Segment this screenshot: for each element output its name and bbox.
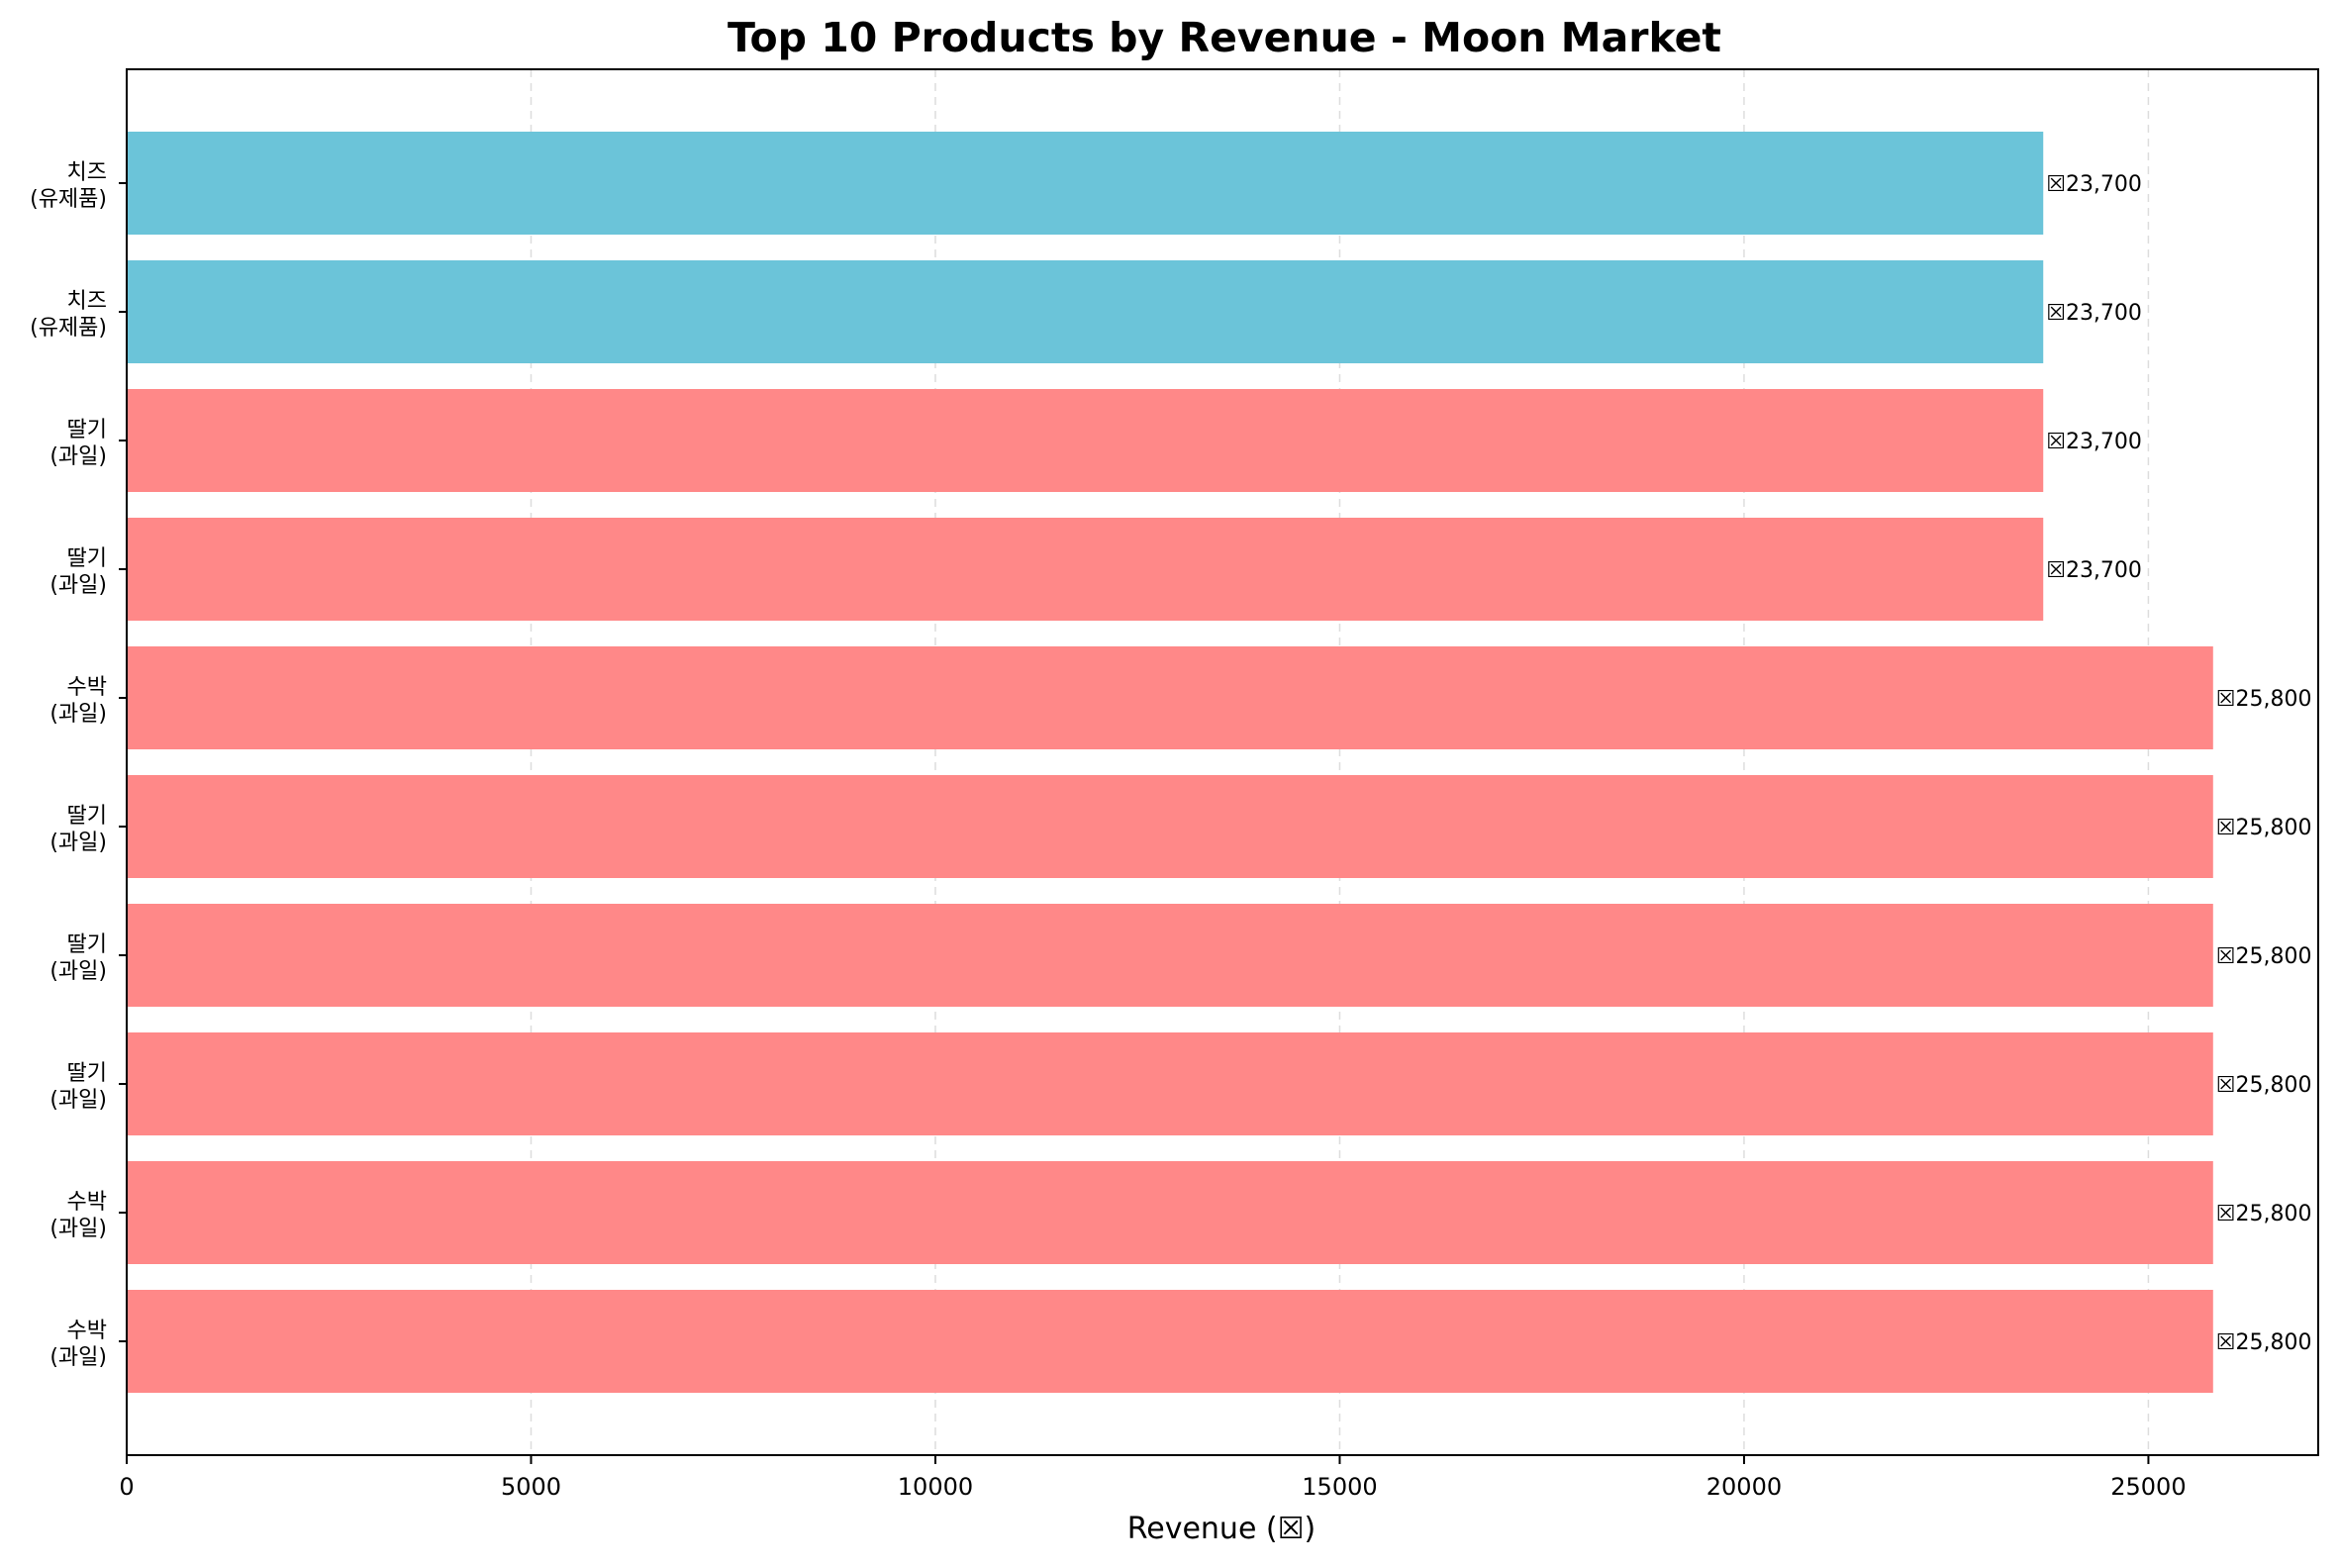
y-tick-label: 딸기 (67, 546, 107, 571)
y-tick-label-sub: (과일) (49, 444, 107, 469)
y-tick-label: 수박 (67, 1319, 107, 1343)
bar (127, 1032, 2213, 1135)
bar-value-label: ☒23,700 (2046, 558, 2142, 583)
bar-value-label: ☒25,800 (2216, 1330, 2312, 1355)
y-tick-label-sub: (과일) (49, 702, 107, 727)
bar-value-label: ☒25,800 (2216, 1202, 2312, 1226)
x-tick-label: 5000 (501, 1473, 561, 1501)
y-tick-label: 수박 (67, 675, 107, 700)
bar-value-label: ☒25,800 (2216, 687, 2312, 712)
y-tick-label-sub: (과일) (49, 831, 107, 855)
bar (127, 1161, 2213, 1264)
chart-title: Top 10 Products by Revenue - Moon Market (728, 14, 1721, 61)
bar (127, 389, 2044, 492)
bar-value-label: ☒25,800 (2216, 1073, 2312, 1098)
y-tick-label: 딸기 (67, 932, 107, 957)
x-tick-label: 0 (119, 1473, 134, 1501)
y-tick-label-sub: (과일) (49, 573, 107, 598)
bar (127, 904, 2213, 1007)
bar (127, 518, 2044, 621)
plot-frame (126, 68, 2319, 1456)
bars-layer (127, 132, 2213, 1393)
y-tick-label-sub: (유제품) (30, 187, 107, 212)
x-axis-label: Revenue (☒) (1127, 1512, 1316, 1546)
x-tick-label: 25000 (2110, 1473, 2186, 1501)
y-tick-label-sub: (과일) (49, 1088, 107, 1113)
y-tick-label: 딸기 (67, 418, 107, 442)
labels-layer: ☒23,700치즈(유제품)☒23,700치즈(유제품)☒23,700딸기(과일… (30, 160, 2311, 1370)
y-tick-label: 수박 (67, 1190, 107, 1215)
bar (127, 1290, 2213, 1393)
y-tick-label-sub: (과일) (49, 1217, 107, 1241)
bar-value-label: ☒23,700 (2046, 301, 2142, 326)
bar-value-label: ☒23,700 (2046, 430, 2142, 454)
bar (127, 646, 2213, 749)
x-tick-label: 20000 (1706, 1473, 1782, 1501)
bar (127, 132, 2044, 235)
x-tick-label: 10000 (898, 1473, 973, 1501)
x-tick-label: 15000 (1302, 1473, 1377, 1501)
bar-value-label: ☒23,700 (2046, 172, 2142, 197)
y-tick-label-sub: (유제품) (30, 316, 107, 341)
y-tick-label: 치즈 (67, 289, 107, 314)
y-tick-label-sub: (과일) (49, 959, 107, 984)
y-tick-label-sub: (과일) (49, 1345, 107, 1370)
bar (127, 775, 2213, 878)
bar-value-label: ☒25,800 (2216, 944, 2312, 969)
y-tick-label: 딸기 (67, 804, 107, 829)
axes-layer: 0 5000 10000 15000 20000 25000 (119, 68, 2319, 1501)
y-tick-label: 딸기 (67, 1061, 107, 1086)
bar-value-label: ☒25,800 (2216, 816, 2312, 840)
y-tick-label: 치즈 (67, 160, 107, 185)
bar (127, 260, 2044, 363)
